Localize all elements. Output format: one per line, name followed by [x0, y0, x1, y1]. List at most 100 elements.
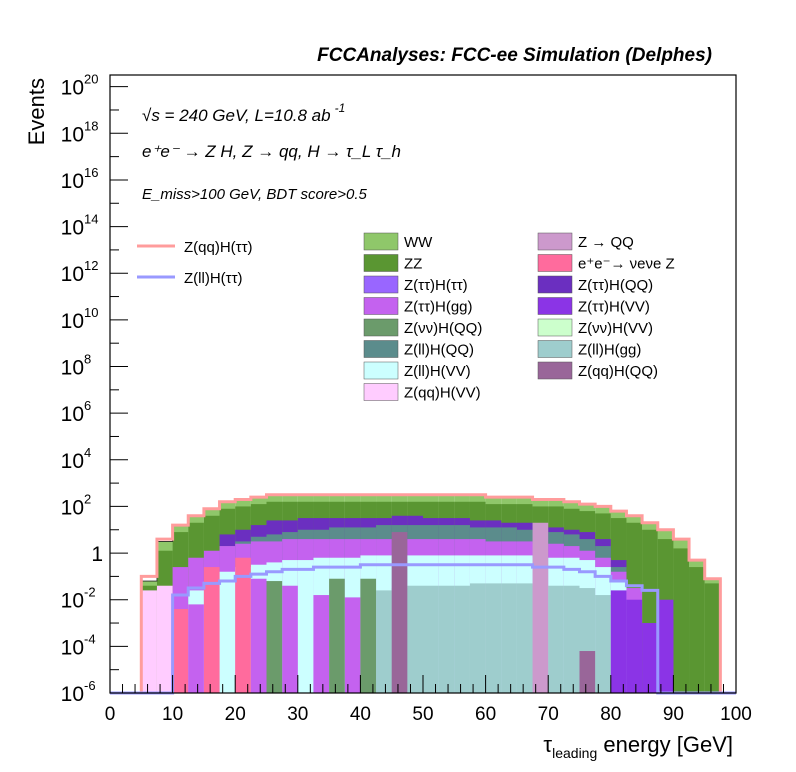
annotation-selection: E_miss>100 GeV, BDT score>0.5 — [142, 186, 367, 203]
spike-bar-0 — [172, 609, 189, 693]
spike-bar-9 — [329, 578, 345, 693]
legend-label: Z(ττ)H(VV) — [578, 299, 650, 316]
bar-z-ll-h-vv--7 — [219, 571, 236, 693]
legend-swatch — [537, 361, 573, 380]
y-tick-label: 10 — [61, 217, 84, 240]
chart-title: FCCAnalyses: FCC-ee Simulation (Delphes) — [317, 45, 712, 66]
bar-z-qq-h-vv--3 — [156, 585, 173, 693]
x-tick-label: 100 — [720, 704, 752, 725]
spike-bar-6 — [313, 595, 330, 693]
legend-swatch — [363, 297, 399, 315]
legend: Z(qq)H(ττ) Z(ll)H(ττ) WW Z → QQ ZZ e⁺e⁻→ νeνe… — [137, 232, 675, 402]
spike-bar-12 — [391, 532, 408, 693]
x-tick-label: 50 — [412, 704, 433, 725]
y-tick-label: 10 — [61, 683, 84, 706]
x-tick-label: 80 — [600, 704, 621, 725]
y-tick-exponent: 6 — [84, 398, 91, 413]
legend-swatch — [363, 275, 399, 294]
y-tick-exponent: 16 — [84, 165, 98, 180]
legend-label: Z(ττ)H(ττ) — [404, 277, 468, 294]
y-tick-exponent: 10 — [84, 305, 98, 320]
y-tick-label: 10 — [61, 357, 84, 380]
legend-label: Z(ll)H(VV) — [404, 363, 471, 380]
bar-zz-37 — [689, 567, 705, 693]
y-tick-label: 10 — [61, 77, 84, 100]
bar-z-ll-h-gg--28 — [548, 585, 564, 693]
spike-bar-4 — [250, 578, 267, 693]
y-tick-label: 10 — [61, 450, 84, 473]
x-tick-label: 20 — [225, 704, 246, 725]
legend-swatch — [537, 297, 573, 315]
y-tick-exponent: 12 — [84, 258, 98, 273]
legend-line-label: Z(ll)H(ττ) — [184, 270, 243, 287]
line-0 — [110, 493, 736, 695]
spike-bar-15 — [657, 599, 674, 693]
legend-label: Z(ττ)H(QQ) — [578, 277, 653, 294]
x-tick-label: 70 — [538, 704, 559, 725]
legend-label: Z(qq)H(QQ) — [578, 363, 658, 380]
legend-swatch — [363, 361, 399, 380]
x-tick-label: 60 — [475, 704, 496, 725]
spike-bar-7 — [344, 597, 361, 693]
bar-z-qq-h-vv--2 — [141, 590, 157, 693]
spike-bar-14 — [532, 522, 549, 693]
y-tick-label: 10 — [61, 496, 84, 519]
x-axis-label: τleading energy [GeV] — [543, 732, 733, 761]
annotation-process: e⁺e⁻ → Z H, Z → qq, H → τ_L τ_h — [142, 142, 401, 161]
spike-bar-1 — [203, 567, 220, 693]
bar-z-ll-h-gg--31 — [595, 595, 611, 693]
legend-label: Z(νν)H(QQ) — [404, 320, 482, 337]
spike-bar-2 — [235, 557, 251, 693]
legend-label: Z → QQ — [578, 234, 634, 251]
legend-swatch — [537, 254, 573, 272]
x-tick-label: 0 — [105, 704, 116, 725]
legend-label: WW — [404, 234, 433, 251]
legend-swatch — [537, 275, 573, 294]
legend-line-label: Z(qq)H(ττ) — [184, 239, 253, 256]
stack-bars — [110, 494, 736, 694]
y-tick-exponent: -2 — [84, 585, 96, 600]
bar-z-ll-h-gg--20 — [423, 585, 439, 693]
spike-bar-3 — [188, 604, 204, 693]
bar-z-ll-h-gg--24 — [485, 583, 502, 693]
bar-z-h-vv--33 — [626, 599, 643, 693]
legend-label: Z(νν)H(VV) — [578, 320, 653, 337]
bar-z-ll-h-gg--21 — [438, 585, 455, 693]
y-tick-label: 10 — [61, 123, 84, 146]
legend-swatch — [363, 340, 399, 358]
x-tick-label: 30 — [287, 704, 308, 725]
y-tick-exponent: -4 — [84, 631, 96, 646]
legend-swatch — [537, 340, 573, 358]
legend-label: ZZ — [404, 256, 422, 273]
legend-label: Z(ll)H(gg) — [578, 342, 641, 359]
y-tick-exponent: 20 — [84, 72, 98, 87]
y-tick-label: 1 — [91, 543, 103, 566]
annotation-energy: √s = 240 GeV, L=10.8 ab -1 — [142, 101, 345, 125]
y-tick-exponent: 2 — [84, 491, 91, 506]
y-tick-exponent: 14 — [84, 212, 98, 227]
bar-z-h-vv--34 — [642, 623, 658, 693]
y-tick-label: 10 — [61, 310, 84, 333]
y-tick-exponent: 8 — [84, 352, 91, 367]
legend-swatch — [363, 383, 399, 401]
bar-z-ll-h-gg--23 — [469, 583, 486, 693]
y-tick-exponent: 18 — [84, 118, 98, 133]
y-tick-label: 10 — [61, 636, 84, 659]
spike-bar-13 — [579, 651, 596, 693]
signal-lines — [110, 493, 736, 695]
legend-label: e⁺e⁻→ νeνe Z — [578, 256, 675, 273]
bar-z-ll-h-gg--22 — [454, 585, 470, 693]
legend-label: Z(ll)H(QQ) — [404, 342, 474, 359]
bar-z-ll-h-gg--29 — [563, 585, 580, 693]
x-tick-label: 90 — [663, 704, 684, 725]
spike-bar-10 — [360, 578, 377, 693]
y-tick-label: 10 — [61, 263, 84, 286]
bar-z-ll-h-vv--12 — [297, 560, 314, 693]
spike-bar-11 — [376, 595, 392, 693]
bar-z-ll-h-gg--25 — [501, 583, 517, 693]
bar-z-ll-h-gg--26 — [516, 583, 533, 693]
bar-z-ll-h-gg--19 — [407, 585, 423, 693]
legend-swatch — [363, 318, 399, 337]
